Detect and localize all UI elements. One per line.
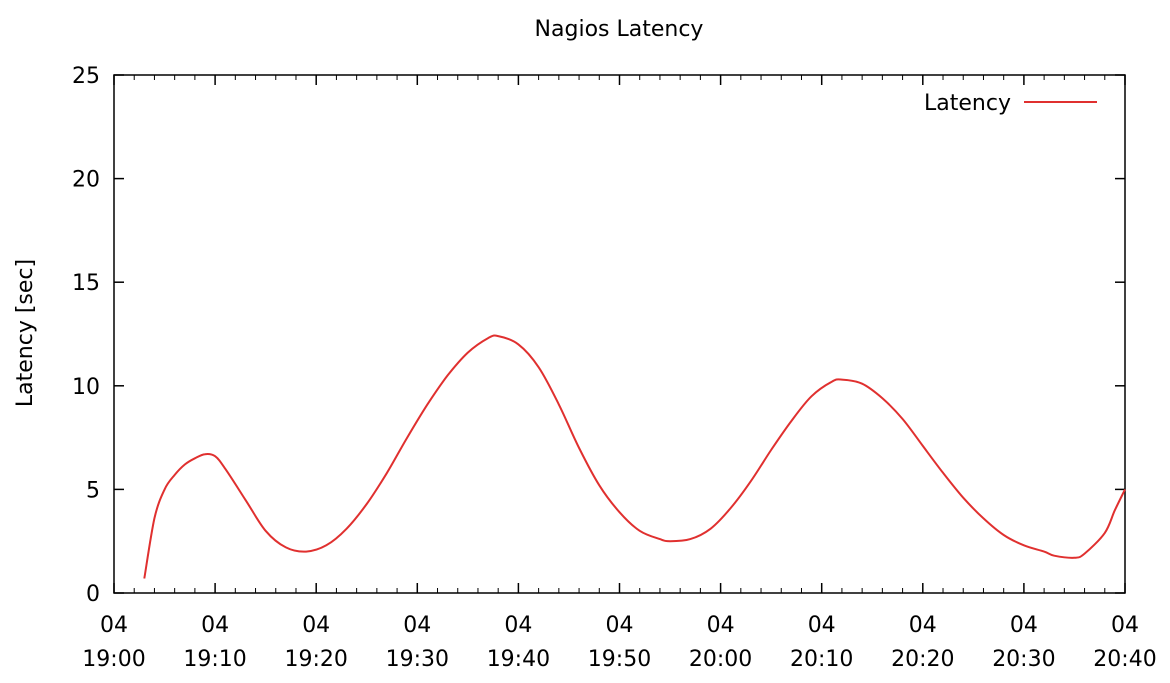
legend: Latency	[924, 91, 1097, 116]
x-tick-label-time: 19:30	[386, 647, 449, 672]
latency-series-line	[143, 334, 1126, 579]
legend-label-latency: Latency	[924, 91, 1011, 116]
x-tick-label-day: 04	[201, 613, 229, 638]
x-tick-label-day: 04	[403, 613, 431, 638]
x-tick-label-time: 20:30	[992, 647, 1055, 672]
x-tick-label-time: 19:40	[487, 647, 550, 672]
y-tick-label: 15	[72, 271, 100, 296]
x-tick-label-time: 20:20	[891, 647, 954, 672]
y-tick-labels: 0 5 10 15 20 25	[72, 64, 100, 607]
y-tick-label: 25	[72, 64, 100, 89]
x-tick-label-day: 04	[909, 613, 937, 638]
axis-ticks	[113, 74, 1126, 594]
x-tick-label-day: 04	[504, 613, 532, 638]
x-tick-label-day: 04	[606, 613, 634, 638]
x-tick-label-day: 04	[808, 613, 836, 638]
x-tick-label-time: 20:00	[689, 647, 752, 672]
y-tick-label: 5	[86, 478, 100, 503]
x-tick-label-time: 19:00	[82, 647, 145, 672]
x-tick-label-day: 04	[1010, 613, 1038, 638]
x-tick-labels: 04 19:00 04 19:10 04 19:20 04 19:30 04 19:40 04 19:…	[82, 613, 1156, 672]
y-axis-label: Latency [sec]	[13, 259, 38, 407]
x-tick-label-time: 20:10	[790, 647, 853, 672]
chart-title: Nagios Latency	[535, 17, 704, 42]
x-tick-label-time: 20:40	[1093, 647, 1156, 672]
y-tick-label: 20	[72, 168, 100, 193]
x-tick-label-day: 04	[302, 613, 330, 638]
x-tick-label-time: 19:50	[588, 647, 651, 672]
x-tick-label-day: 04	[100, 613, 128, 638]
x-tick-label-day: 04	[1111, 613, 1139, 638]
y-tick-label: 0	[86, 582, 100, 607]
x-tick-label-day: 04	[707, 613, 735, 638]
plot-frame	[113, 74, 1126, 594]
x-tick-label-time: 19:10	[183, 647, 246, 672]
x-tick-label-time: 19:20	[284, 647, 347, 672]
y-tick-label: 10	[72, 375, 100, 400]
